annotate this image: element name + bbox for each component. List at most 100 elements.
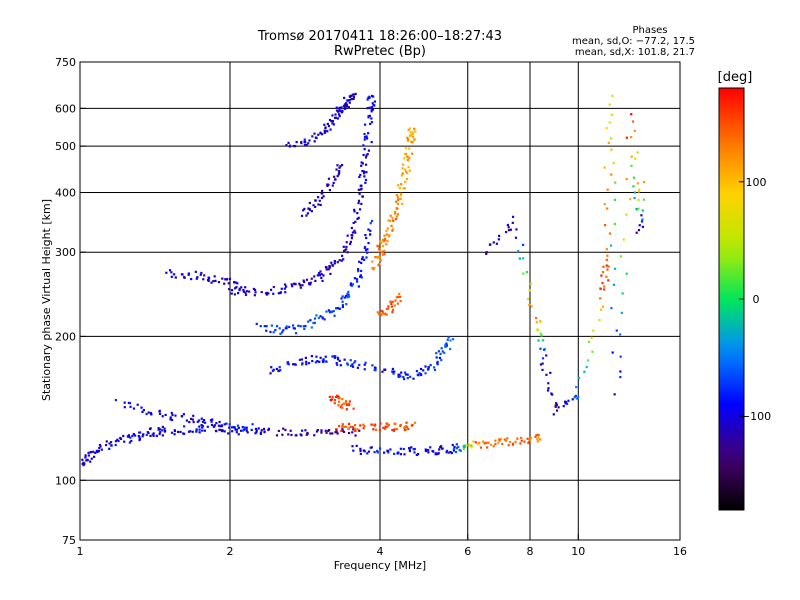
data-point bbox=[381, 253, 384, 256]
data-point bbox=[347, 431, 351, 435]
data-point bbox=[274, 329, 277, 332]
data-point bbox=[230, 292, 233, 295]
data-point bbox=[187, 430, 191, 433]
data-point bbox=[137, 434, 140, 438]
data-point bbox=[215, 422, 218, 425]
data-point bbox=[402, 187, 405, 190]
data-point bbox=[336, 394, 339, 397]
data-point bbox=[225, 422, 228, 425]
data-point bbox=[275, 434, 279, 437]
data-point bbox=[599, 287, 602, 291]
data-point bbox=[613, 267, 617, 270]
data-point bbox=[396, 202, 400, 206]
data-point bbox=[574, 394, 577, 397]
data-point bbox=[609, 137, 613, 140]
data-point bbox=[218, 428, 221, 431]
data-point bbox=[479, 446, 483, 449]
data-point bbox=[317, 272, 321, 275]
data-point bbox=[399, 424, 402, 428]
data-point bbox=[511, 221, 514, 224]
data-point bbox=[251, 423, 254, 426]
data-point bbox=[336, 432, 339, 435]
data-point bbox=[316, 274, 319, 277]
data-point bbox=[378, 263, 381, 266]
data-point bbox=[346, 234, 349, 237]
data-point bbox=[363, 258, 366, 261]
data-point bbox=[614, 181, 617, 184]
data-point bbox=[303, 143, 306, 146]
data-point bbox=[506, 223, 509, 227]
data-point bbox=[602, 265, 605, 268]
data-point bbox=[307, 142, 310, 145]
data-point bbox=[353, 93, 356, 96]
data-point bbox=[389, 219, 392, 222]
data-point bbox=[165, 271, 168, 274]
data-point bbox=[602, 305, 605, 308]
data-point bbox=[494, 443, 497, 446]
data-point bbox=[313, 434, 316, 437]
data-point bbox=[415, 369, 419, 373]
data-point bbox=[117, 439, 120, 443]
data-point bbox=[259, 431, 263, 434]
data-point bbox=[300, 140, 303, 144]
data-point bbox=[174, 276, 177, 279]
data-point bbox=[590, 336, 593, 339]
data-point bbox=[633, 196, 636, 200]
data-point bbox=[300, 434, 303, 437]
data-point bbox=[371, 364, 374, 367]
data-point bbox=[309, 319, 312, 322]
data-point bbox=[386, 227, 389, 230]
data-point bbox=[331, 122, 334, 125]
data-point bbox=[515, 228, 518, 231]
data-point bbox=[445, 451, 448, 454]
data-point bbox=[383, 368, 386, 371]
data-point bbox=[364, 233, 367, 237]
data-point bbox=[378, 312, 381, 315]
data-point bbox=[478, 441, 481, 444]
data-point bbox=[262, 427, 266, 431]
data-point bbox=[212, 280, 215, 283]
data-point bbox=[398, 295, 402, 298]
data-point bbox=[198, 419, 201, 422]
data-point bbox=[266, 291, 269, 295]
data-point bbox=[402, 163, 405, 166]
data-point bbox=[406, 136, 409, 139]
data-point bbox=[168, 269, 172, 272]
data-point bbox=[280, 331, 284, 334]
data-point bbox=[392, 429, 396, 432]
data-point bbox=[304, 429, 307, 432]
data-point bbox=[399, 197, 402, 201]
data-point bbox=[275, 367, 278, 371]
data-point bbox=[344, 294, 348, 298]
data-point bbox=[547, 387, 550, 390]
data-point bbox=[114, 443, 117, 447]
data-point bbox=[303, 207, 306, 211]
data-point bbox=[351, 445, 354, 448]
data-point bbox=[346, 105, 349, 108]
data-point bbox=[316, 360, 319, 363]
data-point bbox=[267, 292, 270, 295]
data-point bbox=[299, 325, 302, 328]
data-point bbox=[305, 360, 308, 363]
data-point bbox=[277, 429, 280, 433]
data-point bbox=[393, 370, 396, 373]
data-point bbox=[236, 292, 240, 295]
data-point bbox=[619, 355, 622, 358]
data-point bbox=[424, 365, 427, 368]
data-point bbox=[344, 102, 348, 105]
data-point bbox=[367, 241, 370, 245]
data-point bbox=[322, 358, 325, 361]
data-point bbox=[185, 419, 189, 422]
data-point bbox=[366, 452, 369, 455]
data-point bbox=[350, 94, 353, 98]
data-point bbox=[341, 295, 344, 298]
data-point bbox=[150, 413, 153, 416]
colorbar-tick-label: 100 bbox=[746, 176, 767, 189]
data-point bbox=[317, 203, 320, 206]
data-point bbox=[535, 321, 538, 324]
data-point bbox=[396, 207, 399, 210]
data-point bbox=[364, 156, 368, 159]
data-point bbox=[327, 183, 330, 186]
data-point bbox=[81, 458, 84, 461]
data-point bbox=[265, 325, 268, 328]
